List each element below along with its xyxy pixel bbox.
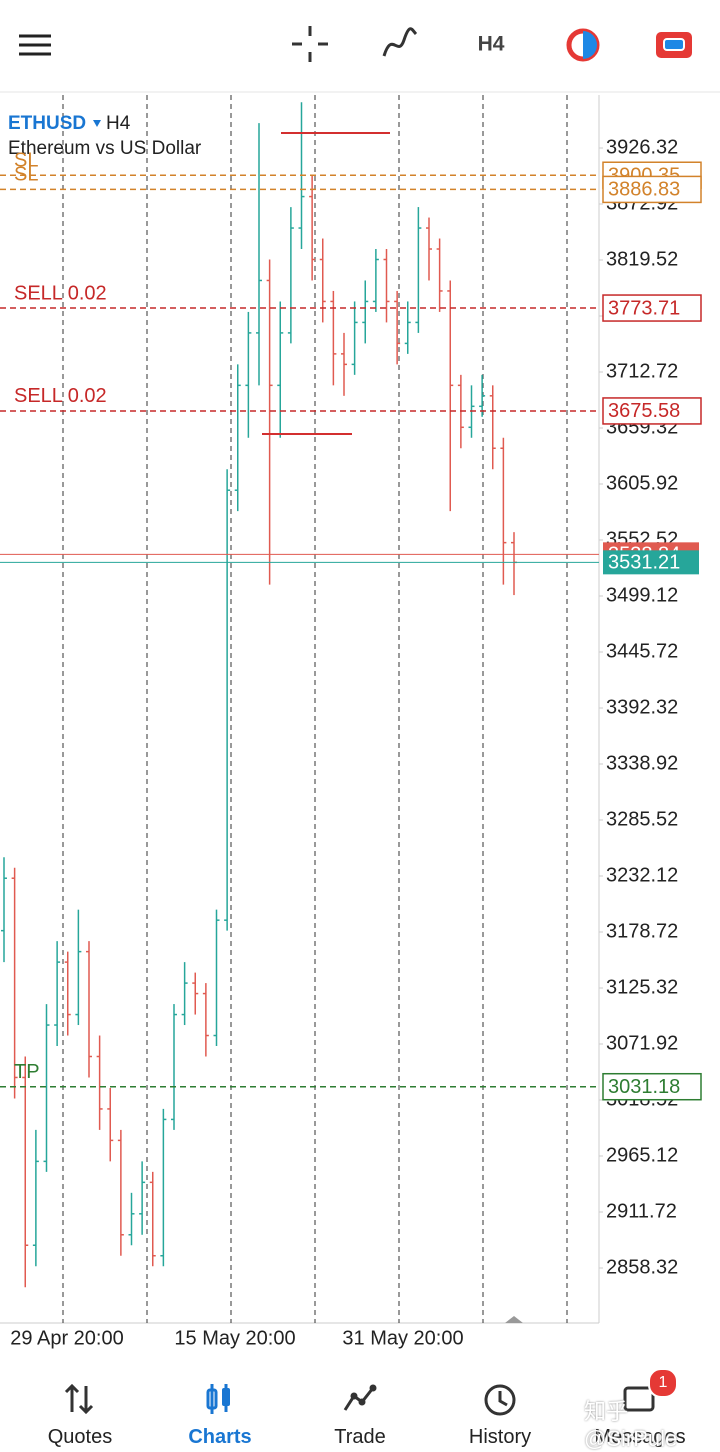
chart-timeframe: H4: [106, 113, 131, 134]
y-tick-label: 3125.32: [606, 976, 678, 998]
toolbar: H4: [19, 26, 692, 62]
y-tick-label: 2965.12: [606, 1144, 678, 1166]
nav-label: Charts: [188, 1426, 252, 1448]
level-price: 3675.58: [608, 400, 680, 422]
plot: [1, 102, 517, 1288]
level-name: SL: [14, 150, 38, 172]
level-box: [602, 397, 702, 425]
nav-label: Trade: [334, 1426, 386, 1448]
y-tick-label: 3926.32: [606, 136, 678, 158]
y-tick-label: 3338.92: [606, 752, 678, 774]
level-box: [602, 1072, 702, 1101]
y-tick-label: 3712.72: [606, 360, 678, 382]
level-box: [602, 294, 702, 322]
x-tick-label: 31 May 20:00: [342, 1327, 463, 1349]
watermark: 知乎 @SirPule: [584, 1399, 678, 1451]
symbol[interactable]: ETHUSD: [8, 113, 86, 134]
x-tick-label: 29 Apr 20:00: [10, 1327, 123, 1349]
nav-item[interactable]: History: [430, 1360, 570, 1451]
nav-icon: [623, 1386, 655, 1412]
level-price: 3031.18: [608, 1076, 680, 1098]
nav-item[interactable]: Messages: [570, 1360, 710, 1451]
nav-item[interactable]: Trade: [290, 1360, 430, 1451]
y-tick-label: 3285.52: [606, 808, 678, 830]
nav-icon: [206, 1384, 230, 1414]
level-price: 3773.71: [608, 297, 680, 319]
y-tick-label: 3499.12: [606, 584, 678, 606]
y-tick-label: 3071.92: [606, 1032, 678, 1054]
y-tick-label: 3232.12: [606, 864, 678, 886]
level-name: SELL 0.02: [14, 282, 107, 304]
y-tick-label: 3178.72: [606, 920, 678, 942]
symbol-description: Ethereum vs US Dollar: [8, 138, 202, 159]
bottom-nav: Quotes Charts Trade History Messages 1: [0, 1360, 720, 1451]
nav-label: Quotes: [47, 1426, 113, 1448]
trade-button[interactable]: [656, 32, 692, 58]
level-name: SL: [14, 164, 38, 186]
nav-icon: [484, 1384, 516, 1416]
symbol-dropdown[interactable]: [93, 120, 101, 127]
theme-button[interactable]: [566, 28, 600, 62]
nav-icon: [64, 1383, 94, 1415]
y-tick-label: 2911.72: [606, 1200, 677, 1222]
nav-label: History: [468, 1426, 532, 1448]
menu-button[interactable]: [19, 34, 51, 56]
scroll-marker: [505, 1316, 523, 1323]
chart-screen: H4 ETHUSD H4 Ethereum vs US Dollar 3926.…: [0, 26, 720, 1349]
indicators-button[interactable]: [382, 27, 418, 57]
ask-box: [603, 550, 699, 575]
y-tick-label: 3392.32: [606, 696, 678, 718]
crosshair-button[interactable]: [292, 26, 328, 62]
nav-icon: [343, 1384, 377, 1411]
level-name: SELL 0.02: [14, 385, 107, 407]
ask-label: 3531.21: [608, 552, 680, 574]
y-tick-label: 3445.72: [606, 640, 678, 662]
level-box: [602, 175, 702, 204]
level-price: 3886.83: [608, 179, 680, 201]
vertical-grid: [62, 95, 568, 1323]
level-name: TP: [14, 1061, 40, 1083]
nav-item[interactable]: Charts: [150, 1360, 290, 1451]
nav-item[interactable]: Quotes: [10, 1360, 150, 1451]
y-tick-label: 3819.52: [606, 248, 678, 270]
timeframe-button[interactable]: H4: [478, 33, 505, 56]
x-tick-label: 15 May 20:00: [174, 1327, 295, 1349]
y-tick-label: 2858.32: [606, 1256, 678, 1278]
y-tick-label: 3605.92: [606, 472, 678, 494]
nav-label: Messages: [594, 1426, 686, 1448]
badge: 1: [648, 1368, 678, 1398]
